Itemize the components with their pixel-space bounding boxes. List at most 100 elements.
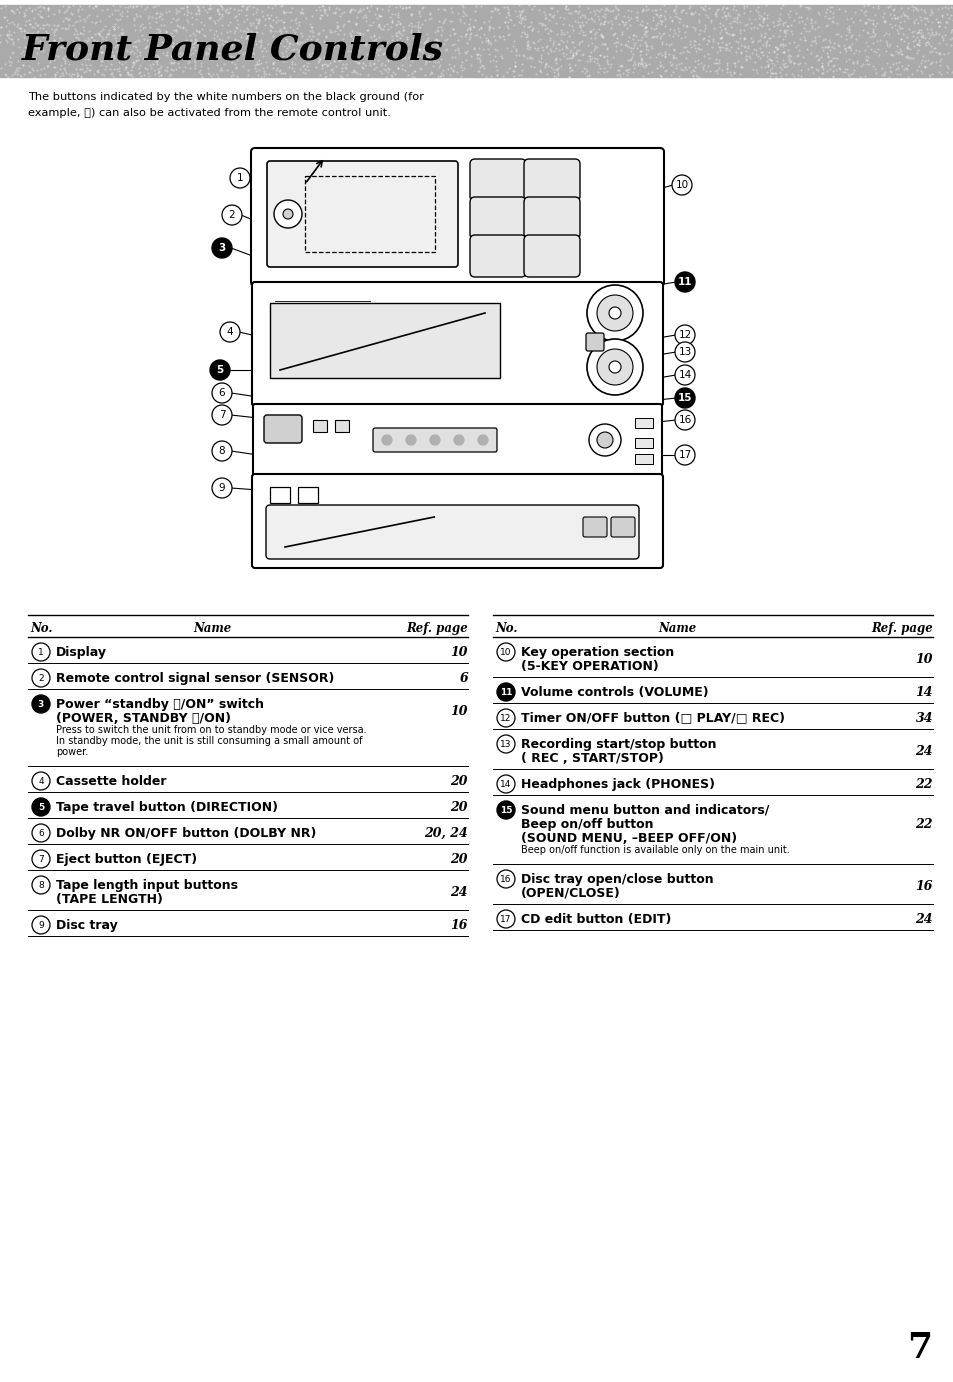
Circle shape [274,200,302,228]
Text: 10: 10 [675,180,688,189]
FancyBboxPatch shape [373,428,497,452]
FancyBboxPatch shape [251,148,663,286]
FancyBboxPatch shape [610,517,635,538]
Circle shape [608,307,620,319]
Circle shape [671,176,691,195]
Text: Display: Display [56,645,107,658]
Text: (OPEN/CLOSE): (OPEN/CLOSE) [520,886,620,900]
Circle shape [675,388,695,408]
FancyBboxPatch shape [252,474,662,568]
Text: Ref. page: Ref. page [870,622,932,634]
Text: 5: 5 [38,803,44,811]
Circle shape [497,909,515,927]
Text: Disc tray open/close button: Disc tray open/close button [520,872,713,886]
Circle shape [381,435,392,445]
Text: 16: 16 [499,875,511,883]
Text: Remote control signal sensor (SENSOR): Remote control signal sensor (SENSOR) [56,672,334,684]
Text: 4: 4 [38,777,44,785]
Circle shape [210,359,230,380]
Circle shape [586,285,642,341]
Circle shape [675,445,695,464]
FancyBboxPatch shape [264,415,302,444]
FancyBboxPatch shape [523,235,579,276]
Circle shape [32,876,50,894]
FancyBboxPatch shape [267,160,457,267]
Circle shape [608,361,620,373]
Circle shape [212,383,232,404]
Text: 13: 13 [499,739,511,749]
Text: Ref. page: Ref. page [406,622,468,634]
Circle shape [430,435,439,445]
Text: Tape travel button (DIRECTION): Tape travel button (DIRECTION) [56,800,277,814]
Text: 3: 3 [218,243,226,253]
Circle shape [32,850,50,868]
Text: The buttons indicated by the white numbers on the black ground (for: The buttons indicated by the white numbe… [28,93,423,102]
Text: 22: 22 [915,818,932,831]
Text: (SOUND MENU, –BEEP OFF/ON): (SOUND MENU, –BEEP OFF/ON) [520,832,737,844]
Circle shape [454,435,463,445]
Circle shape [497,709,515,727]
FancyBboxPatch shape [266,504,639,558]
Bar [270,303,499,379]
Text: (5-KEY OPERATION): (5-KEY OPERATION) [520,659,659,673]
Text: 3: 3 [38,699,44,709]
Text: 12: 12 [678,330,691,340]
Text: 13: 13 [678,347,691,357]
FancyBboxPatch shape [470,235,525,276]
Text: 8: 8 [38,880,44,890]
Text: Timer ON/OFF button (□ PLAY/□ REC): Timer ON/OFF button (□ PLAY/□ REC) [520,712,784,724]
Text: 7: 7 [218,410,225,420]
Circle shape [588,424,620,456]
Text: Volume controls (VOLUME): Volume controls (VOLUME) [520,685,708,698]
Text: 20: 20 [450,800,468,814]
Text: 24: 24 [450,886,468,898]
Circle shape [675,410,695,430]
Text: 24: 24 [915,745,932,757]
Circle shape [675,272,695,292]
Circle shape [220,322,240,341]
FancyBboxPatch shape [470,159,525,200]
Text: 20: 20 [450,774,468,788]
Text: 7: 7 [38,854,44,864]
Text: 6: 6 [218,388,225,398]
Bar [297,486,317,503]
Circle shape [230,169,250,188]
Text: Key operation section: Key operation section [520,645,674,658]
Bar [335,420,349,433]
Bar [635,417,652,428]
Circle shape [497,871,515,889]
Bar [305,176,435,252]
Circle shape [497,775,515,793]
Text: 16: 16 [450,919,468,931]
Text: 20: 20 [450,853,468,865]
Text: 15: 15 [499,806,512,814]
FancyBboxPatch shape [585,333,603,351]
FancyBboxPatch shape [582,517,606,538]
Text: 10: 10 [915,652,932,666]
Text: 17: 17 [499,915,511,923]
Circle shape [597,294,633,332]
Text: Power “standby ⏼/ON” switch: Power “standby ⏼/ON” switch [56,698,264,710]
FancyBboxPatch shape [253,404,661,475]
Circle shape [675,365,695,386]
Circle shape [497,683,515,701]
Text: Eject button (EJECT): Eject button (EJECT) [56,853,197,865]
Circle shape [586,339,642,395]
Circle shape [212,405,232,426]
Text: power.: power. [56,748,89,757]
Text: Name: Name [658,622,697,634]
Text: Recording start/stop button: Recording start/stop button [520,738,716,750]
Circle shape [32,643,50,661]
Bar [270,486,290,503]
Bar [635,438,652,448]
Text: Press to switch the unit from on to standby mode or vice versa.: Press to switch the unit from on to stan… [56,726,366,735]
Circle shape [406,435,416,445]
Text: 34: 34 [915,712,932,724]
Text: 22: 22 [915,778,932,791]
Bar [0,6,953,77]
Circle shape [32,669,50,687]
Text: example, Ⓒ) can also be activated from the remote control unit.: example, Ⓒ) can also be activated from t… [28,108,391,117]
FancyBboxPatch shape [523,198,579,239]
Text: (TAPE LENGTH): (TAPE LENGTH) [56,893,163,905]
Circle shape [497,802,515,820]
